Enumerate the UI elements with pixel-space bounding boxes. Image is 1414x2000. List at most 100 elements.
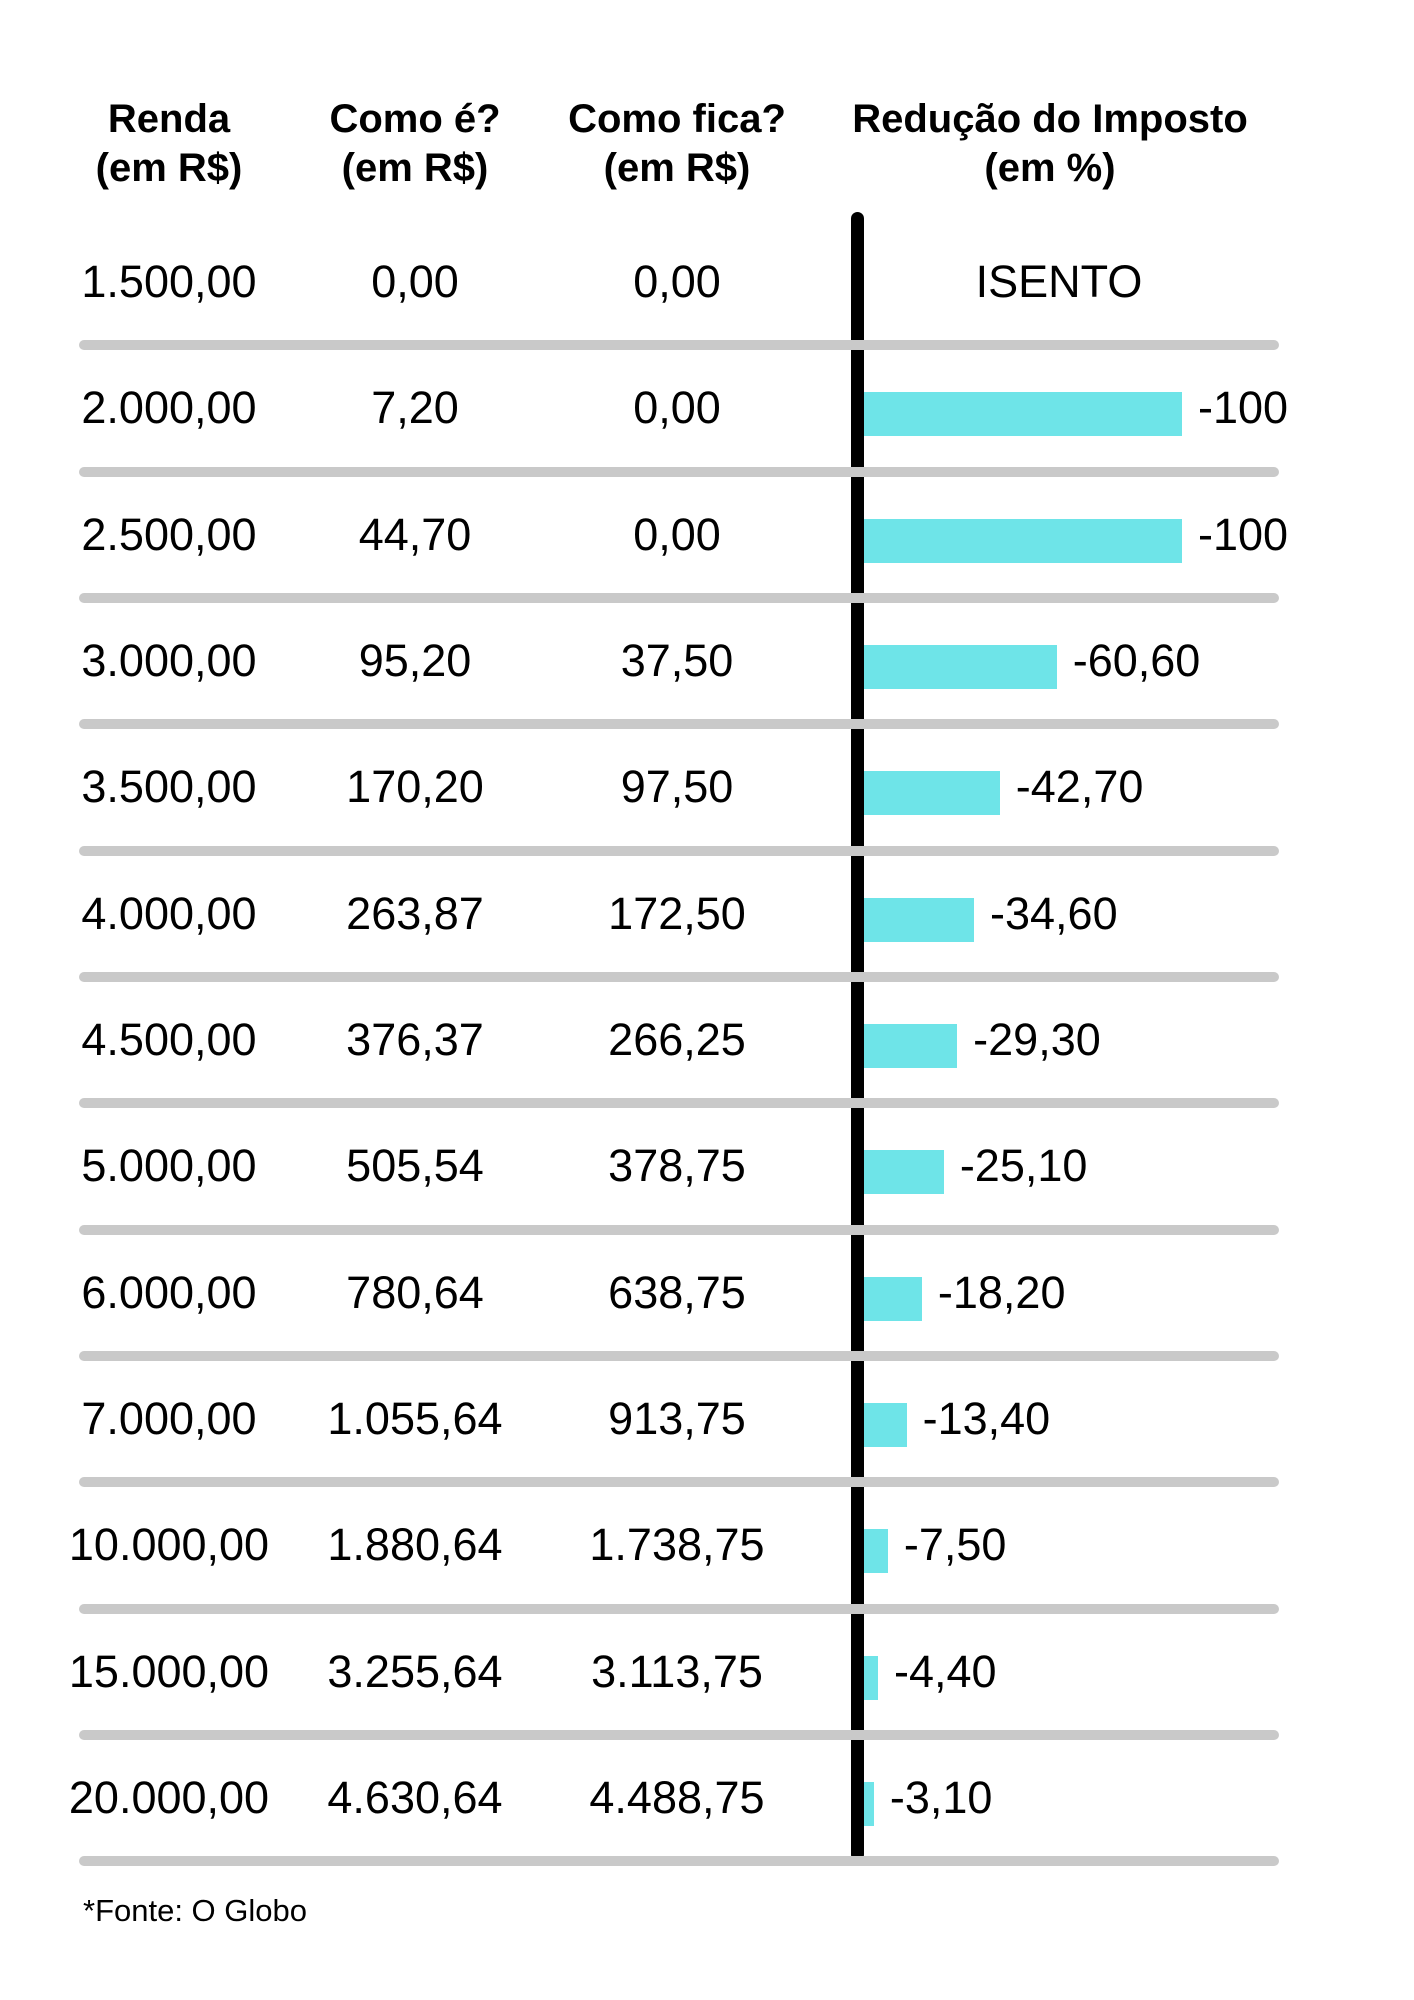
- row-divider: [79, 1603, 1279, 1614]
- row-divider: [79, 971, 1279, 982]
- cell-como-fica: 172,50: [608, 887, 746, 939]
- isento-label: ISENTO: [975, 256, 1143, 308]
- row-divider: [79, 466, 1279, 477]
- source-note: *Fonte: O Globo: [83, 1893, 308, 1928]
- cell-renda: 4.500,00: [81, 1014, 257, 1066]
- reduction-value-label: -29,30: [973, 1014, 1101, 1066]
- header-line: Como é?: [329, 97, 501, 141]
- cell-como-fica: 913,75: [608, 1393, 746, 1445]
- cell-como-e: 44,70: [358, 508, 472, 560]
- reduction-value-label: -3,10: [889, 1772, 993, 1824]
- table-row: 3.500,00 170,20 97,50 -42,70: [0, 724, 1414, 856]
- row-divider: [79, 1856, 1279, 1867]
- table-row: 15.000,00 3.255,64 3.113,75 -4,40: [0, 1609, 1414, 1740]
- reduction-value-label: -34,60: [990, 887, 1118, 939]
- header-line: Como fica?: [568, 97, 786, 141]
- header-line: Renda: [107, 97, 231, 141]
- reduction-value-label: -60,60: [1072, 635, 1201, 687]
- cell-como-fica: 1.738,75: [589, 1519, 765, 1571]
- reduction-value-label: -13,40: [922, 1393, 1051, 1445]
- table-row: 20.000,00 4.630,64 4.488,75 -3,10: [0, 1735, 1414, 1867]
- row-divider: [79, 845, 1279, 856]
- cell-como-e: 376,37: [346, 1014, 484, 1066]
- reduction-bar: [864, 897, 975, 942]
- cell-renda: 3.500,00: [81, 761, 257, 813]
- cell-como-e: 1.880,64: [327, 1519, 503, 1571]
- cell-renda: 3.000,00: [81, 635, 257, 687]
- cell-como-e: 780,64: [346, 1266, 484, 1318]
- reduction-bar: [864, 771, 1000, 816]
- reduction-bar: [864, 1150, 944, 1195]
- cell-como-e: 0,00: [371, 256, 459, 308]
- table-row: 4.000,00 263,87 172,50 -34,60: [0, 851, 1414, 982]
- reduction-bar: [864, 1782, 874, 1827]
- table-row: 2.500,00 44,70 0,00 -100: [0, 472, 1414, 603]
- reduction-value-label: -100: [1198, 382, 1289, 434]
- cell-como-fica: 37,50: [620, 635, 734, 687]
- cell-como-e: 4.630,64: [327, 1772, 503, 1824]
- column-header-renda: Renda (em R$): [29, 95, 309, 193]
- table-row: 10.000,00 1.880,64 1.738,75 -7,50: [0, 1482, 1414, 1614]
- cell-renda: 20.000,00: [68, 1772, 270, 1824]
- reduction-value-label: -25,10: [959, 1140, 1088, 1192]
- row-divider: [79, 1477, 1279, 1488]
- cell-como-fica: 0,00: [633, 508, 721, 560]
- reduction-bar: [864, 645, 1057, 690]
- reduction-bar: [864, 518, 1182, 563]
- cell-como-fica: 0,00: [633, 382, 721, 434]
- cell-como-fica: 97,50: [620, 761, 734, 813]
- table-row: 7.000,00 1.055,64 913,75 -13,40: [0, 1356, 1414, 1488]
- header-line: (em %): [984, 146, 1116, 190]
- cell-como-fica: 266,25: [608, 1014, 746, 1066]
- row-divider: [79, 1729, 1279, 1740]
- cell-como-fica: 4.488,75: [589, 1772, 765, 1824]
- cell-como-fica: 3.113,75: [591, 1645, 763, 1697]
- row-divider: [79, 592, 1279, 603]
- cell-como-e: 505,54: [346, 1140, 484, 1192]
- cell-renda: 2.500,00: [81, 508, 257, 560]
- row-divider: [79, 1350, 1279, 1361]
- cell-renda: 2.000,00: [81, 382, 257, 434]
- cell-renda: 10.000,00: [68, 1519, 270, 1571]
- column-header-como-fica: Como fica? (em R$): [537, 95, 817, 193]
- table-body: 1.500,00 0,00 0,00 ISENTO 2.000,00 7,20 …: [0, 219, 1414, 1867]
- reduction-bar: [864, 1024, 958, 1069]
- reduction-bar: [864, 1403, 907, 1448]
- reduction-bar: [864, 1276, 922, 1321]
- header-line: (em R$): [603, 146, 751, 190]
- reduction-value-label: -7,50: [903, 1519, 1007, 1571]
- chart-axis-line: [851, 212, 864, 1861]
- cell-como-fica: 0,00: [633, 256, 721, 308]
- cell-renda: 4.000,00: [81, 887, 257, 939]
- cell-renda: 7.000,00: [81, 1393, 257, 1445]
- reduction-bar: [864, 1655, 878, 1700]
- table-row: 2.000,00 7,20 0,00 -100: [0, 345, 1414, 477]
- cell-renda: 15.000,00: [68, 1645, 270, 1697]
- table-row: 5.000,00 505,54 378,75 -25,10: [0, 1103, 1414, 1235]
- header-line: (em R$): [95, 146, 243, 190]
- cell-como-e: 263,87: [346, 887, 484, 939]
- row-divider: [79, 1098, 1279, 1109]
- row-divider: [79, 719, 1279, 730]
- reduction-value-label: -42,70: [1015, 761, 1144, 813]
- table-row: 1.500,00 0,00 0,00 ISENTO: [0, 219, 1414, 351]
- column-header-reducao: Redução do Imposto (em %): [840, 95, 1260, 193]
- cell-renda: 1.500,00: [81, 256, 257, 308]
- reduction-value-label: -4,40: [893, 1645, 997, 1697]
- row-divider: [79, 340, 1279, 351]
- cell-como-e: 95,20: [358, 635, 472, 687]
- cell-como-e: 7,20: [371, 382, 459, 434]
- reduction-value-label: -100: [1198, 508, 1289, 560]
- row-divider: [79, 1224, 1279, 1235]
- cell-como-e: 170,20: [346, 761, 484, 813]
- header-line: Redução do Imposto: [852, 97, 1248, 141]
- cell-como-fica: 378,75: [608, 1140, 746, 1192]
- cell-renda: 5.000,00: [81, 1140, 257, 1192]
- table-row: 4.500,00 376,37 266,25 -29,30: [0, 977, 1414, 1109]
- reduction-bar: [864, 1529, 888, 1574]
- column-header-como-e: Como é? (em R$): [275, 95, 555, 193]
- header-line: (em R$): [341, 146, 489, 190]
- cell-como-fica: 638,75: [608, 1266, 746, 1318]
- cell-renda: 6.000,00: [81, 1266, 257, 1318]
